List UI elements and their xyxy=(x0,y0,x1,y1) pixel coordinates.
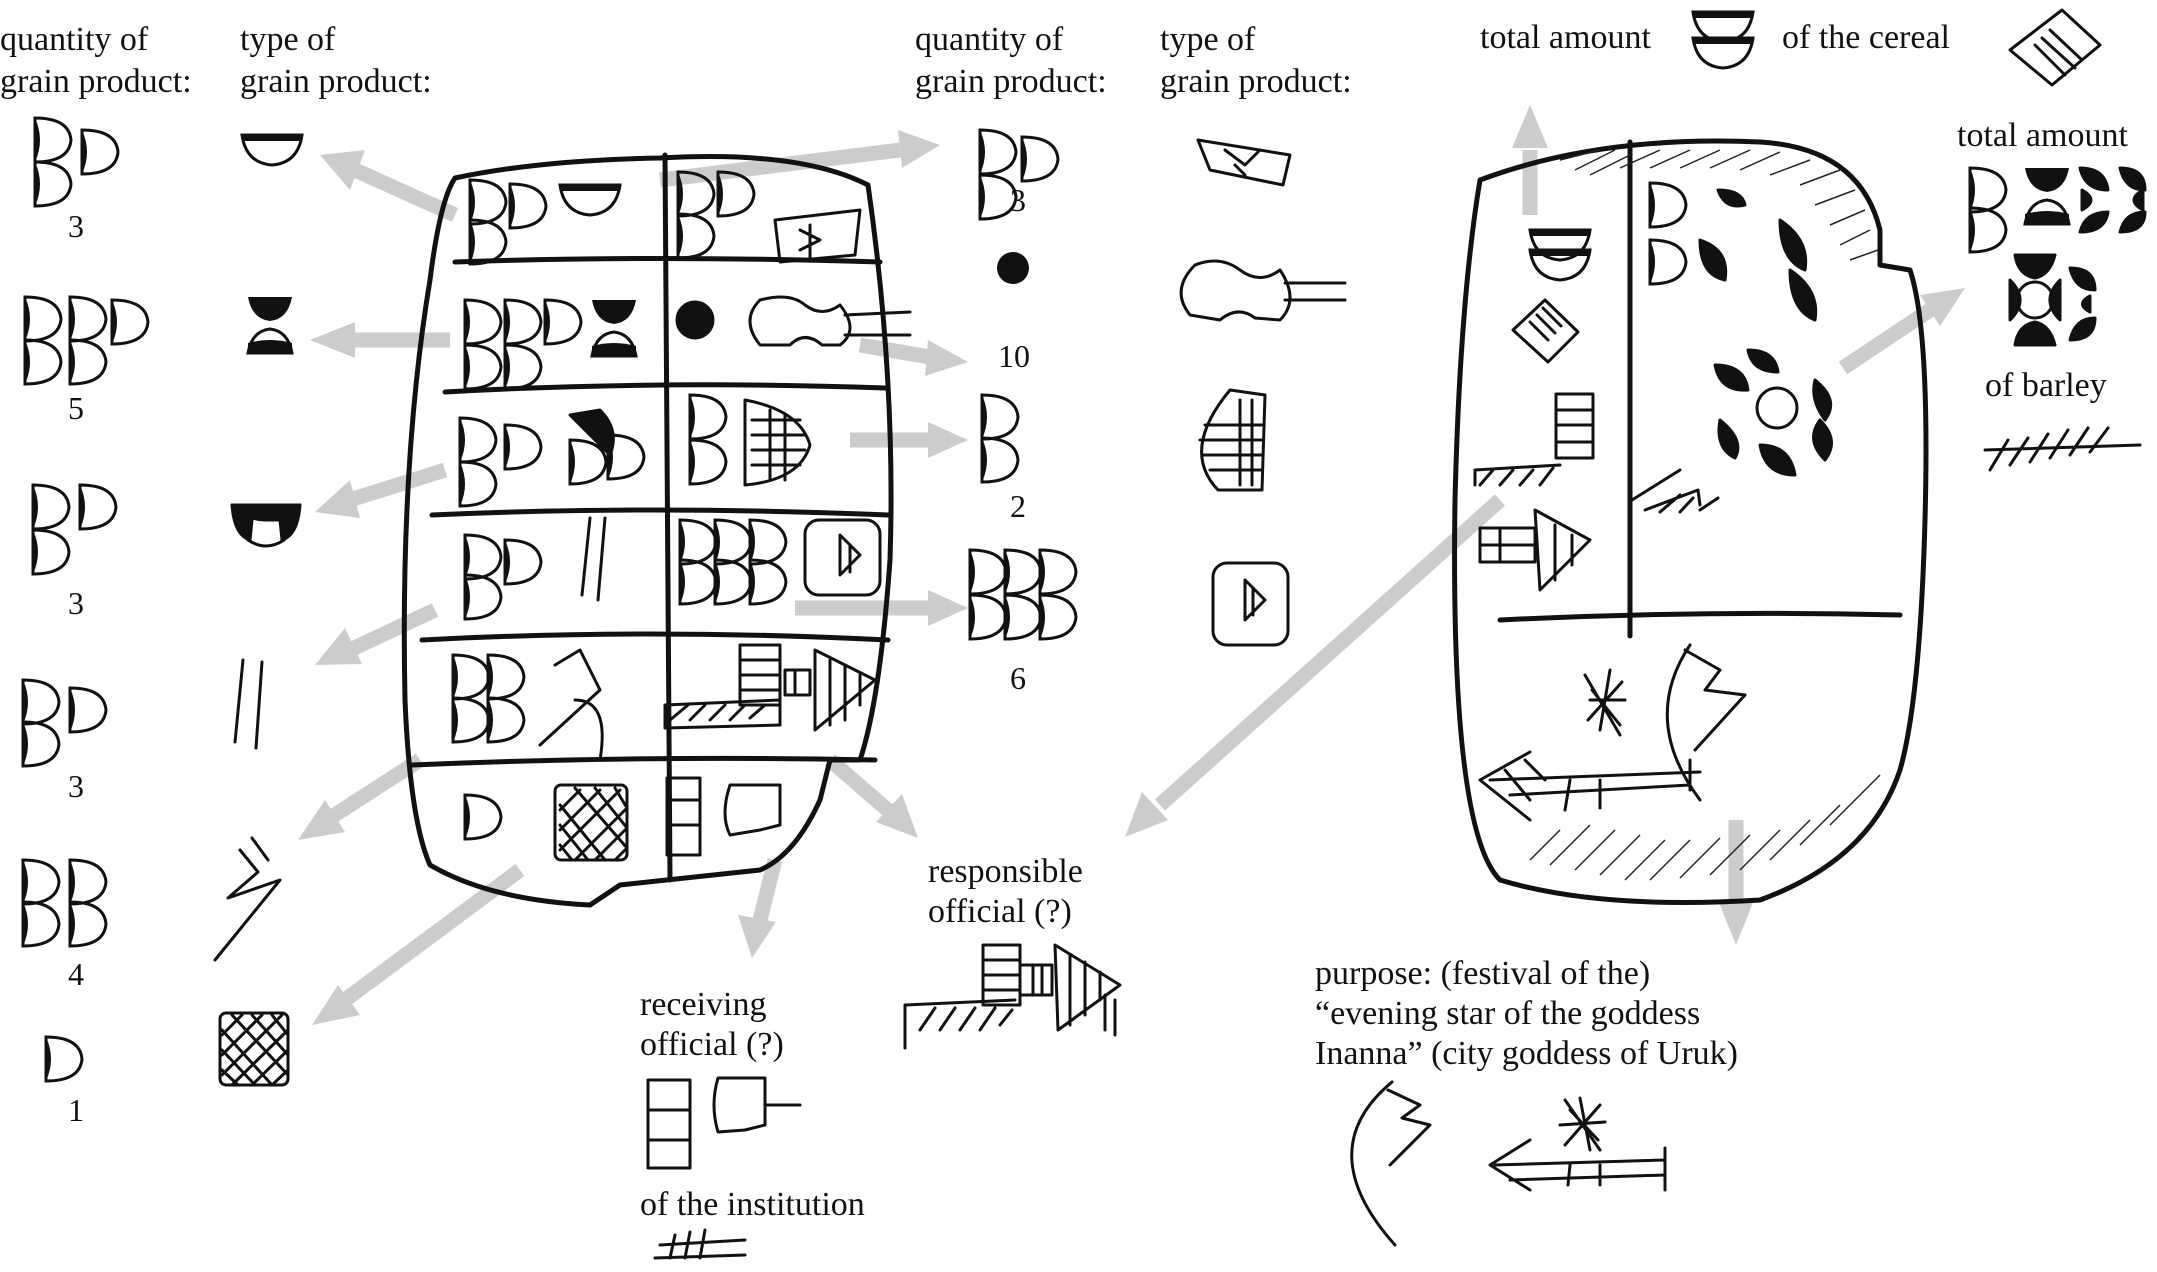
left-type-signs xyxy=(213,133,304,1087)
total-amount-signs xyxy=(1968,166,2147,347)
left-type-heading-line2: grain product: xyxy=(240,63,432,100)
middle-type-heading-line1: type of xyxy=(1160,21,1256,58)
left-type-heading-line1: type of xyxy=(240,21,336,58)
institution-label: of the institution xyxy=(640,1186,865,1223)
responsible-official-label-line1: responsible xyxy=(928,853,1083,890)
left-quantity-5: 4 xyxy=(68,956,84,992)
purpose-label-line3: Inanna” (city goddess of Uruk) xyxy=(1315,1035,1738,1072)
purpose-label-line2: “evening star of the goddess xyxy=(1315,995,1701,1032)
left-quantity-6: 1 xyxy=(68,1092,84,1128)
cereal-legend-signs xyxy=(1691,8,2102,87)
left-tablet-signs xyxy=(451,170,912,862)
left-tablet xyxy=(401,152,894,908)
receiving-official-label-line1: receiving xyxy=(640,986,767,1023)
middle-quantity-2: 10 xyxy=(998,338,1030,374)
receiving-official-label-line2: official (?) xyxy=(640,1026,784,1063)
purpose-signs xyxy=(1350,1080,1667,1247)
left-quantity-4: 3 xyxy=(68,768,84,804)
total-amount-top-label: total amount xyxy=(1480,19,1651,56)
middle-quantity-1: 3 xyxy=(1010,182,1026,218)
right-tablet-signs xyxy=(1473,181,1833,822)
left-quantity-heading-line2: grain product: xyxy=(0,63,192,100)
barley-sign xyxy=(1983,426,2142,472)
right-tablet-hatching xyxy=(1529,149,1881,881)
middle-quantity-3: 2 xyxy=(1010,488,1026,524)
purpose-label-line1: purpose: (festival of the) xyxy=(1315,955,1651,992)
left-quantity-heading-line1: quantity of xyxy=(0,21,149,58)
middle-quantity-heading-line1: quantity of xyxy=(915,21,1064,58)
middle-type-heading-line2: grain product: xyxy=(1160,63,1352,100)
left-quantity-2: 5 xyxy=(68,390,84,426)
middle-quantity-4: 6 xyxy=(1010,660,1026,696)
left-quantity-1: 3 xyxy=(68,208,84,244)
responsible-official-sign xyxy=(903,943,1122,1050)
right-tablet xyxy=(1452,138,1929,905)
total-amount-right-label: total amount xyxy=(1957,117,2128,154)
middle-quantity-heading-line2: grain product: xyxy=(915,63,1107,100)
middle-type-signs xyxy=(1179,138,1347,647)
responsible-official-label-line2: official (?) xyxy=(928,893,1072,930)
middle-quantity-signs xyxy=(968,128,1078,641)
receiving-official-sign xyxy=(646,1076,802,1170)
pointer-arrows xyxy=(298,105,1965,1025)
institution-sign xyxy=(653,1228,747,1260)
left-quantity-3: 3 xyxy=(68,585,84,621)
of-the-cereal-label: of the cereal xyxy=(1782,19,1950,56)
of-barley-label: of barley xyxy=(1985,367,2107,404)
